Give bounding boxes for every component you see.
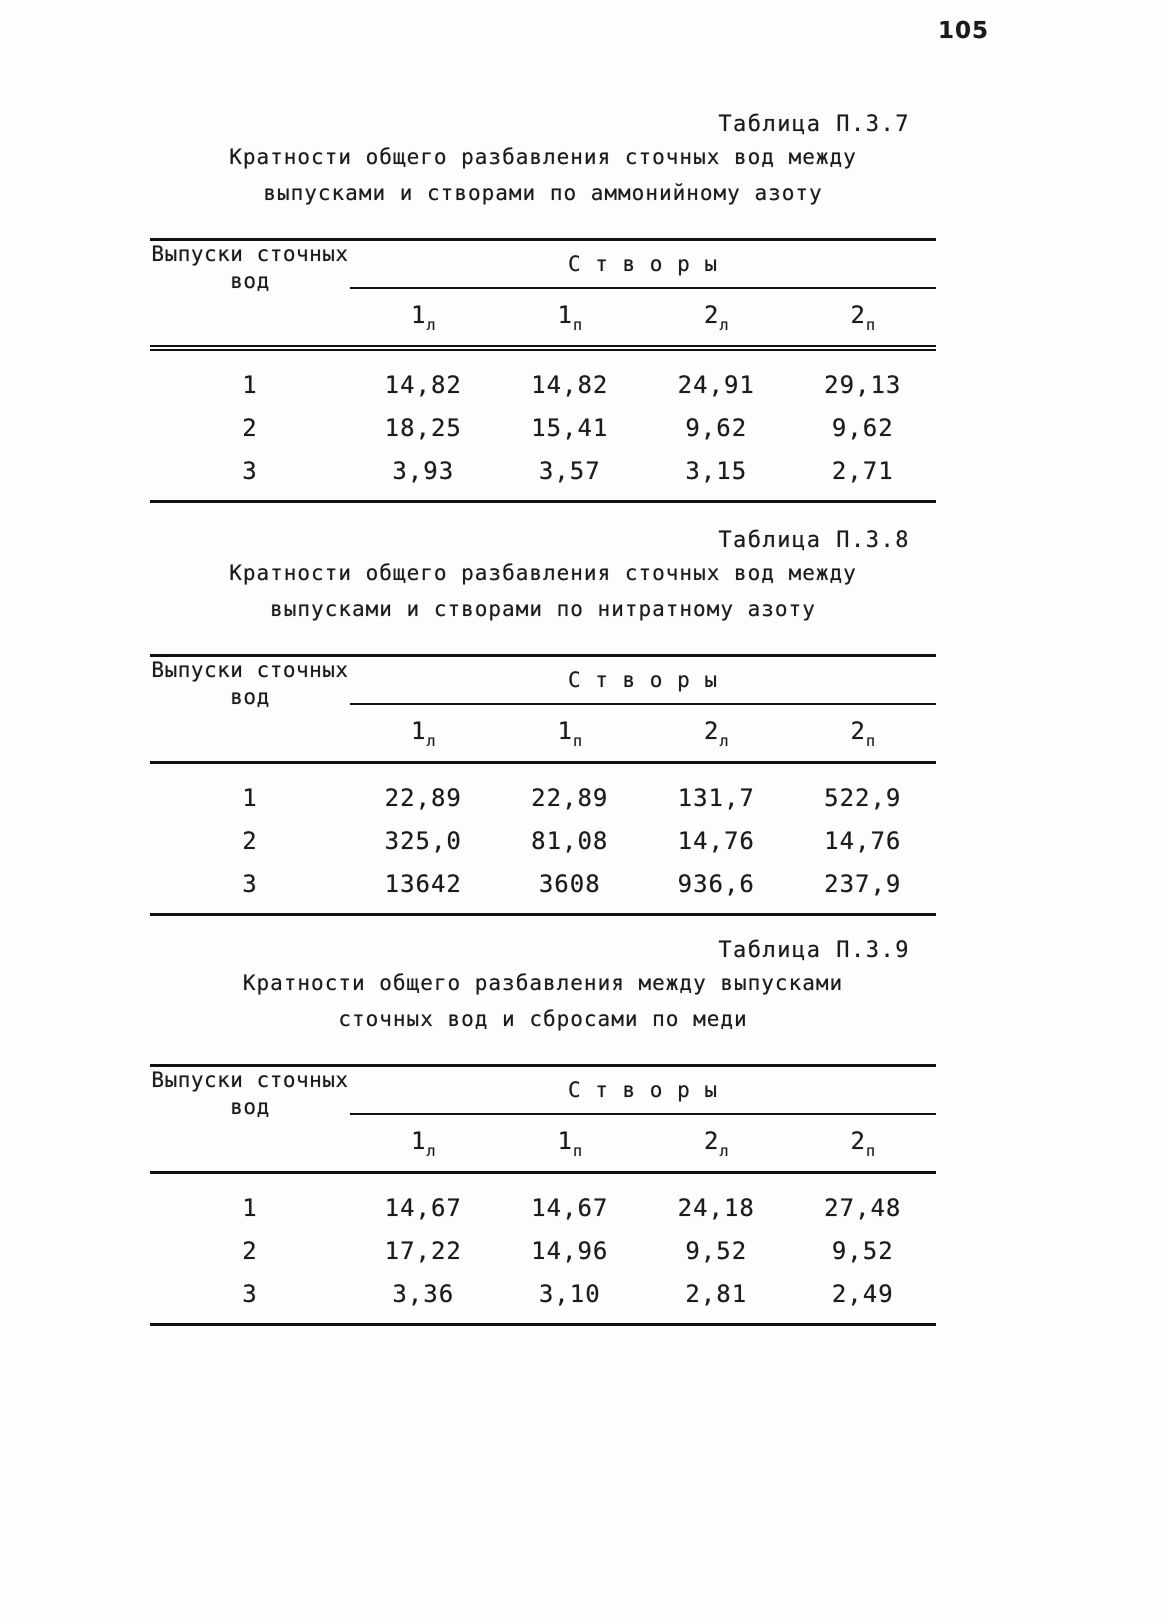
cell: 27,48 [824,1193,902,1222]
table-title-line2: сточных вод и сбросами по меди [338,1007,748,1031]
row-label: 1 [242,783,258,812]
table-row: 2 325,0 81,08 14,76 14,76 [150,819,936,862]
cell: 14,67 [384,1193,462,1222]
column-header-1l: 1л [350,288,497,351]
cell: 14,67 [531,1193,609,1222]
column-header-2p: 2п [789,704,936,764]
subheader-row: 1л 1п 2л 2п [150,1114,936,1174]
row-label: 2 [242,413,258,442]
row-label: 3 [242,869,258,898]
column-header-1l: 1л [350,1114,497,1174]
cell: 14,76 [677,826,755,855]
column-header-1p: 1п [496,704,643,764]
column-header-outfalls-line2: вод [230,685,270,709]
column-header-outfalls: Выпуски сточных вод [150,655,350,764]
cell: 3,57 [538,456,601,485]
cell: 15,41 [531,413,609,442]
cell: 14,76 [824,826,902,855]
row-label: 3 [242,1279,258,1308]
column-header-2p: 2п [789,1114,936,1174]
cell: 936,6 [677,869,755,898]
cell: 18,25 [384,413,462,442]
table-caption: Таблица П.3.9 [718,938,910,963]
table-row: 1 14,82 14,82 24,91 29,13 [150,348,936,406]
cell: 2,49 [831,1279,894,1308]
cell: 14,82 [384,370,462,399]
row-label: 1 [242,1193,258,1222]
cell: 9,52 [685,1236,748,1265]
cell: 3,93 [392,456,455,485]
column-header-outfalls-line1: Выпуски сточных [151,242,349,266]
column-group-header-sections: С т в о р ы [350,1065,936,1115]
column-header-1p: 1п [496,288,643,351]
table-row: 1 22,89 22,89 131,7 522,9 [150,763,936,820]
column-header-2l: 2л [643,288,790,351]
column-header-outfalls: Выпуски сточных вод [150,1065,350,1174]
data-table: Выпуски сточных вод С т в о р ы 1л 1п 2л… [150,1064,936,1326]
table-row: 1 14,67 14,67 24,18 27,48 [150,1173,936,1230]
table-title-line1: Кратности общего разбавления сточных вод… [229,561,857,585]
cell: 13642 [384,869,462,898]
table-caption: Таблица П.3.7 [718,112,910,137]
cell: 29,13 [824,370,902,399]
subheader-row: 1л 1п 2л 2п [150,288,936,351]
data-table: Выпуски сточных вод С т в о р ы 1л 1п 2л… [150,654,936,916]
page-number: 105 [938,18,990,44]
row-label: 2 [242,826,258,855]
table-title-line1: Кратности общего разбавления сточных вод… [229,145,857,169]
cell: 325,0 [384,826,462,855]
subheader-row: 1л 1п 2л 2п [150,704,936,764]
row-label: 1 [242,370,258,399]
cell: 14,96 [531,1236,609,1265]
table-section-p37: Таблица П.3.7 Кратности общего разбавлен… [150,112,936,503]
column-header-1p: 1п [496,1114,643,1174]
column-header-2l: 2л [643,1114,790,1174]
column-header-outfalls-line2: вод [230,269,270,293]
column-group-header-sections: С т в о р ы [350,655,936,705]
table-row: 2 18,25 15,41 9,62 9,62 [150,406,936,449]
cell: 9,62 [685,413,748,442]
table-row: 3 3,36 3,10 2,81 2,49 [150,1272,936,1325]
column-header-outfalls-line1: Выпуски сточных [151,1068,349,1092]
column-header-2l: 2л [643,704,790,764]
cell: 2,71 [831,456,894,485]
column-header-outfalls-line1: Выпуски сточных [151,658,349,682]
row-label: 3 [242,456,258,485]
cell: 2,81 [685,1279,748,1308]
column-header-1l: 1л [350,704,497,764]
table-section-p39: Таблица П.3.9 Кратности общего разбавлен… [150,938,936,1326]
cell: 22,89 [384,783,462,812]
table-row: 3 3,93 3,57 3,15 2,71 [150,449,936,502]
cell: 24,18 [677,1193,755,1222]
cell: 3,10 [538,1279,601,1308]
cell: 3608 [538,869,601,898]
column-group-header-sections: С т в о р ы [350,239,936,289]
cell: 9,62 [831,413,894,442]
row-label: 2 [242,1236,258,1265]
cell: 3,15 [685,456,748,485]
column-header-outfalls-line2: вод [230,1095,270,1119]
column-header-outfalls: Выпуски сточных вод [150,239,350,351]
table-row: 2 17,22 14,96 9,52 9,52 [150,1229,936,1272]
cell: 17,22 [384,1236,462,1265]
table-section-p38: Таблица П.3.8 Кратности общего разбавлен… [150,528,936,916]
cell: 522,9 [824,783,902,812]
table-caption: Таблица П.3.8 [718,528,910,553]
table-title-line2: выпусками и створами по аммонийному азот… [263,181,823,205]
cell: 81,08 [531,826,609,855]
cell: 9,52 [831,1236,894,1265]
cell: 3,36 [392,1279,455,1308]
cell: 14,82 [531,370,609,399]
cell: 237,9 [824,869,902,898]
data-table: Выпуски сточных вод С т в о р ы 1л 1п 2л… [150,238,936,503]
table-row: 3 13642 3608 936,6 237,9 [150,862,936,915]
cell: 24,91 [677,370,755,399]
column-header-2p: 2п [789,288,936,351]
table-title-line2: выпусками и створами по нитратному азоту [270,597,816,621]
cell: 22,89 [531,783,609,812]
cell: 131,7 [677,783,755,812]
table-title-line1: Кратности общего разбавления между выпус… [242,971,844,995]
